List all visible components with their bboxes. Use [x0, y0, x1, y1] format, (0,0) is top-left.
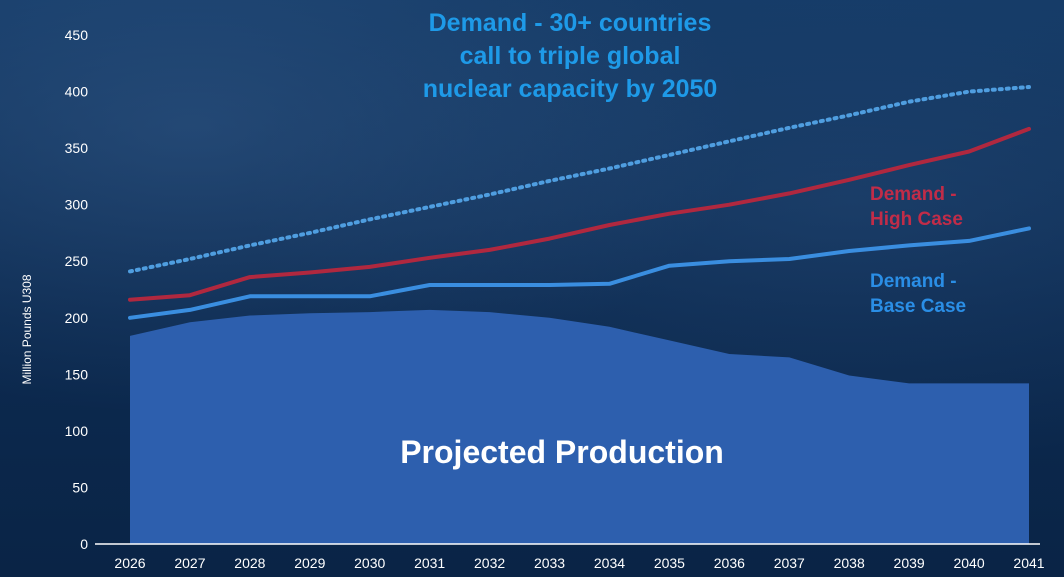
chart-title-line3: nuclear capacity by 2050: [423, 75, 718, 103]
x-tick-label-2035: 2035: [654, 555, 685, 571]
y-tick-label-0: 0: [80, 536, 88, 552]
y-tick-label-50: 50: [72, 479, 88, 495]
series-label-high-case-line2: High Case: [870, 209, 963, 230]
x-tick-label-2026: 2026: [114, 555, 145, 571]
production-area: [130, 309, 1029, 544]
x-tick-label-2034: 2034: [594, 555, 625, 571]
x-tick-label-2031: 2031: [414, 555, 445, 571]
x-tick-label-2041: 2041: [1013, 555, 1044, 571]
y-tick-label-100: 100: [65, 423, 89, 439]
y-tick-label-400: 400: [65, 84, 89, 100]
x-tick-label-2029: 2029: [294, 555, 325, 571]
y-tick-label-250: 250: [65, 253, 89, 269]
x-tick-label-2033: 2033: [534, 555, 565, 571]
y-axis-label: Million Pounds U308: [20, 274, 34, 384]
x-tick-label-2039: 2039: [894, 555, 925, 571]
y-tick-label-200: 200: [65, 310, 89, 326]
x-tick-label-2027: 2027: [174, 555, 205, 571]
x-tick-label-2036: 2036: [714, 555, 745, 571]
x-tick-label-2038: 2038: [834, 555, 865, 571]
series-label-projected-production: Projected Production: [400, 434, 724, 470]
series-label-high-case-line1: Demand -: [870, 184, 957, 205]
chart-title-line1: Demand - 30+ countries: [429, 9, 712, 37]
y-tick-label-300: 300: [65, 197, 89, 213]
x-tick-label-2030: 2030: [354, 555, 385, 571]
y-tick-label-150: 150: [65, 366, 89, 382]
demand-high-line: [128, 126, 1031, 302]
series-label-base-case-line1: Demand -: [870, 271, 957, 292]
x-tick-label-2040: 2040: [953, 555, 984, 571]
x-tick-label-2032: 2032: [474, 555, 505, 571]
y-tick-label-450: 450: [65, 27, 89, 43]
series-label-base-case-line2: Base Case: [870, 296, 966, 317]
chart-title-line2: call to triple global: [460, 42, 681, 70]
x-tick-label-2028: 2028: [234, 555, 265, 571]
x-tick-label-2037: 2037: [774, 555, 805, 571]
dotted-trend-line: [128, 85, 1031, 274]
demand-base-line: [128, 226, 1031, 320]
y-tick-label-350: 350: [65, 140, 89, 156]
